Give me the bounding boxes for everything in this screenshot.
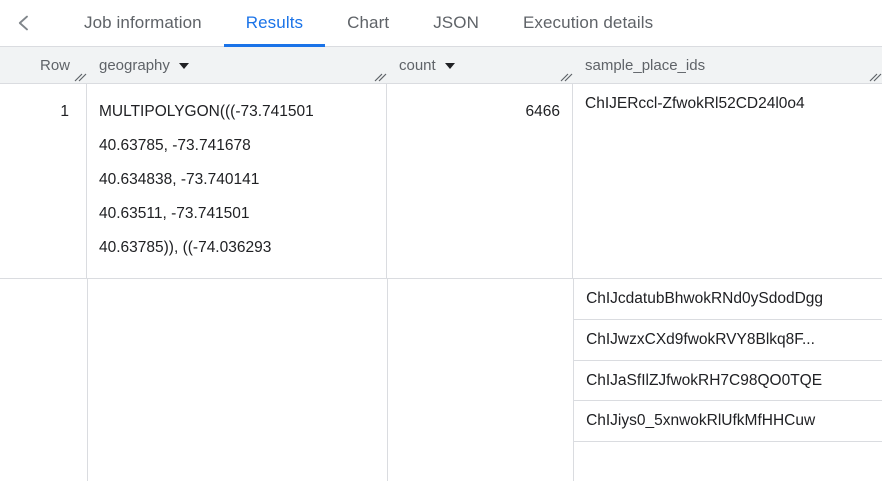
list-item: ChIJcdatubBhwokRNd0ySdodDgg xyxy=(586,290,824,307)
column-header-label: sample_place_ids xyxy=(585,57,706,74)
tab-json[interactable]: JSON xyxy=(411,0,501,47)
tab-label: Chart xyxy=(347,13,390,32)
sort-descending-icon[interactable] xyxy=(178,62,189,69)
table-row[interactable]: 1 MULTIPOLYGON(((-73.741501 40.63785, -7… xyxy=(0,84,882,279)
column-header-sample-place-ids[interactable]: sample_place_ids xyxy=(573,47,882,84)
column-resize-handle[interactable] xyxy=(559,69,573,83)
tab-execution-details[interactable]: Execution details xyxy=(501,0,675,47)
cell-row-number-empty xyxy=(0,279,88,481)
column-resize-handle[interactable] xyxy=(868,69,882,83)
table-row-continuation[interactable]: ChIJcdatubBhwokRNd0ySdodDgg ChIJwzxCXd9f… xyxy=(0,279,882,481)
cell-count: 6466 xyxy=(387,84,573,278)
cell-count-empty xyxy=(388,279,575,481)
tab-job-information[interactable]: Job information xyxy=(62,0,224,47)
list-item-partial xyxy=(574,440,882,481)
column-header-label: geography xyxy=(99,57,170,74)
table-body: 1 MULTIPOLYGON(((-73.741501 40.63785, -7… xyxy=(0,84,882,481)
tab-label: JSON xyxy=(433,13,479,32)
tab-label: Results xyxy=(245,13,304,32)
column-header-count[interactable]: count xyxy=(387,47,573,84)
cell-sample-place-ids-continuation: ChIJcdatubBhwokRNd0ySdodDgg ChIJwzxCXd9f… xyxy=(574,279,882,481)
cell-geography-empty xyxy=(88,279,388,481)
column-header-label: count xyxy=(399,57,436,74)
chevron-left-icon xyxy=(14,13,34,33)
sort-descending-icon[interactable] xyxy=(444,62,455,69)
tab-results[interactable]: Results xyxy=(223,0,326,47)
list-item: ChIJiys0_5xnwokRlUfkMfHHCuw xyxy=(574,400,882,440)
list-item: ChIJaSfIlZJfwokRH7C98QO0TQE xyxy=(574,359,882,400)
column-header-label: Row xyxy=(39,57,70,74)
list-item: ChIJwzxCXd9fwokRVY8Blkq8F... xyxy=(574,319,882,359)
column-resize-handle[interactable] xyxy=(73,69,87,83)
cell-sample-place-ids: ChIJERccl-ZfwokRl52CD24l0o4 xyxy=(573,84,882,278)
back-button[interactable] xyxy=(0,0,48,47)
list-item: ChIJERccl-ZfwokRl52CD24l0o4 xyxy=(585,95,805,112)
results-tabbar: Job information Results Chart JSON Execu… xyxy=(0,0,882,47)
tab-chart[interactable]: Chart xyxy=(325,0,411,47)
tab-label: Job information xyxy=(84,13,202,32)
table-header-row: Row geography count xyxy=(0,47,882,84)
tab-label: Execution details xyxy=(522,13,654,32)
cell-row-number: 1 xyxy=(0,84,87,278)
tab-list: Job information Results Chart JSON Execu… xyxy=(48,0,675,47)
column-header-geography[interactable]: geography xyxy=(87,47,387,84)
results-table: Row geography count xyxy=(0,47,882,481)
column-header-row[interactable]: Row xyxy=(0,47,87,84)
cell-geography: MULTIPOLYGON(((-73.741501 40.63785, -73.… xyxy=(87,84,387,278)
column-resize-handle[interactable] xyxy=(373,69,387,83)
